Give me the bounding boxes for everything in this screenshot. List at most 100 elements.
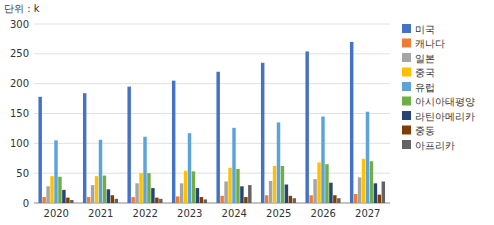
bar — [289, 196, 292, 203]
bar — [155, 198, 158, 203]
grid-line — [34, 83, 390, 84]
bar — [366, 112, 369, 203]
bar — [305, 51, 308, 203]
bar — [309, 195, 312, 203]
bar — [180, 183, 183, 203]
bar — [172, 81, 175, 203]
bar — [135, 183, 138, 203]
x-tick-label: 2021 — [88, 208, 113, 219]
bar — [236, 169, 239, 203]
legend-label: 라틴아메리카 — [415, 111, 475, 122]
bar — [131, 197, 134, 203]
grid-line — [34, 143, 390, 144]
legend-label: 중국 — [415, 67, 435, 78]
legend-label: 캐나다 — [415, 38, 445, 49]
bar — [240, 186, 243, 203]
y-tick-label: 100 — [10, 138, 29, 149]
legend-swatch — [402, 82, 411, 91]
bar — [66, 198, 69, 203]
bar — [325, 164, 328, 203]
bar — [204, 199, 207, 203]
bar — [196, 188, 199, 203]
y-tick-label: 250 — [10, 48, 29, 59]
bar — [115, 199, 118, 203]
bar — [224, 182, 227, 203]
bar — [103, 176, 106, 203]
x-tick-label: 2025 — [266, 208, 291, 219]
legend-label: 유럽 — [415, 82, 435, 93]
grid-line — [34, 113, 390, 114]
bar — [58, 177, 61, 203]
legend-swatch — [402, 53, 411, 62]
bar — [62, 190, 65, 203]
legend-label: 미국 — [415, 24, 435, 35]
bar — [285, 185, 288, 203]
bar — [91, 185, 94, 203]
bar — [228, 168, 231, 203]
bar — [184, 171, 187, 203]
bar — [329, 183, 332, 203]
bar — [354, 194, 357, 203]
bar — [139, 173, 142, 203]
x-tick-label: 2026 — [311, 208, 336, 219]
legend-label: 아시아태평양 — [415, 96, 475, 107]
legend-swatch — [402, 140, 411, 149]
legend-swatch — [402, 111, 411, 120]
bar — [83, 93, 86, 203]
chart: 단위 : k0501001502002503002020202120222023… — [0, 0, 494, 225]
bars — [38, 42, 385, 203]
bar — [50, 176, 53, 203]
grid-line — [34, 173, 390, 174]
bar — [244, 197, 247, 203]
bar — [111, 195, 114, 203]
bar — [378, 195, 381, 203]
bar — [87, 197, 90, 203]
bar — [350, 42, 353, 203]
legend-label: 일본 — [415, 53, 435, 64]
bar — [38, 97, 41, 203]
bar — [70, 200, 73, 203]
bar — [382, 182, 385, 203]
x-tick-label: 2022 — [133, 208, 158, 219]
grid-line — [34, 24, 390, 25]
x-axis: 20202021202220232024202520262027 — [44, 208, 381, 219]
y-tick-label: 0 — [23, 198, 29, 209]
legend-swatch — [402, 97, 411, 106]
y-axis-label: 단위 : k — [4, 3, 40, 14]
bar — [374, 183, 377, 203]
x-tick-label: 2023 — [177, 208, 202, 219]
bar — [99, 140, 102, 203]
bar — [54, 140, 57, 203]
bar — [143, 137, 146, 203]
x-tick-label: 2024 — [222, 208, 247, 219]
legend-swatch — [402, 126, 411, 135]
grid-line — [34, 53, 390, 54]
bar — [261, 63, 264, 203]
bar — [147, 173, 150, 203]
legend-swatch — [402, 68, 411, 77]
bar — [370, 161, 373, 203]
y-axis: 050100150200250300 — [10, 19, 390, 209]
legend-label: 중동 — [415, 125, 435, 136]
legend-label: 아프리카 — [415, 140, 455, 151]
legend-swatch — [402, 39, 411, 48]
bar — [321, 116, 324, 203]
bar — [273, 166, 276, 203]
bar — [151, 188, 154, 203]
bar — [248, 185, 251, 203]
bar — [95, 176, 98, 203]
bar — [159, 199, 162, 203]
y-tick-label: 150 — [10, 108, 29, 119]
bar — [317, 162, 320, 203]
bar — [265, 195, 268, 203]
bar — [188, 133, 191, 203]
x-tick-label: 2020 — [44, 208, 69, 219]
bar — [269, 181, 272, 203]
bar — [176, 196, 179, 203]
y-tick-label: 300 — [10, 19, 29, 30]
bar — [337, 198, 340, 203]
legend: 미국캐나다일본중국유럽아시아태평양라틴아메리카중동아프리카 — [402, 24, 475, 151]
bar — [220, 196, 223, 203]
bar — [42, 197, 45, 203]
bar — [192, 171, 195, 203]
